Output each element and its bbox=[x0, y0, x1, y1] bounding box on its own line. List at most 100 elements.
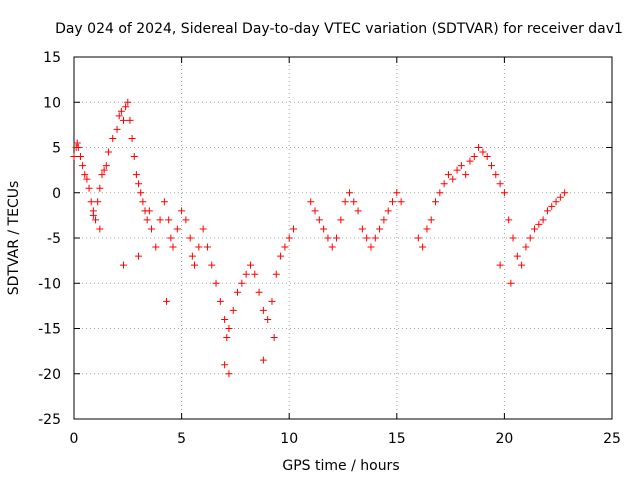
data-point bbox=[285, 234, 293, 242]
data-point bbox=[479, 148, 487, 156]
x-tick-label: 0 bbox=[70, 431, 79, 447]
data-point bbox=[539, 216, 547, 224]
data-point bbox=[277, 252, 285, 260]
data-point bbox=[500, 189, 508, 197]
data-point bbox=[388, 198, 396, 206]
data-point bbox=[229, 306, 237, 314]
data-point bbox=[475, 144, 483, 151]
data-point bbox=[251, 270, 259, 278]
data-point bbox=[290, 225, 298, 233]
data-point bbox=[548, 202, 556, 210]
data-point bbox=[167, 234, 175, 242]
data-point bbox=[74, 144, 82, 151]
data-point bbox=[531, 225, 539, 233]
data-point bbox=[281, 243, 289, 251]
data-point bbox=[178, 207, 186, 215]
data-point bbox=[522, 243, 530, 251]
data-point bbox=[89, 211, 97, 219]
data-point bbox=[264, 315, 272, 323]
data-point bbox=[135, 252, 143, 260]
data-point bbox=[363, 234, 371, 242]
data-points bbox=[70, 98, 569, 378]
data-point bbox=[221, 361, 229, 369]
data-point bbox=[358, 225, 366, 233]
data-point bbox=[246, 261, 254, 269]
data-point bbox=[188, 252, 196, 260]
data-point bbox=[182, 216, 190, 224]
data-point bbox=[132, 171, 140, 179]
data-point bbox=[509, 234, 517, 242]
data-point bbox=[163, 297, 171, 305]
data-point bbox=[270, 334, 278, 342]
data-point bbox=[272, 270, 280, 278]
data-point bbox=[137, 189, 145, 197]
data-point bbox=[115, 112, 123, 120]
data-point bbox=[492, 171, 500, 179]
data-point bbox=[354, 207, 362, 215]
axis-tick-labels: 0 5 10 15 20 25 15 10 5 0 -5 -10 -15 -20 -25 bbox=[38, 50, 621, 447]
data-point bbox=[119, 116, 127, 124]
data-point bbox=[345, 189, 353, 197]
x-tick-label: 15 bbox=[388, 431, 406, 447]
y-tick-label: 5 bbox=[52, 141, 61, 157]
y-tick-label: -5 bbox=[47, 231, 61, 247]
data-point bbox=[505, 216, 513, 224]
data-point bbox=[221, 315, 229, 323]
data-point bbox=[223, 334, 231, 342]
y-tick-label: -10 bbox=[38, 276, 61, 292]
y-tick-label: 15 bbox=[43, 50, 61, 66]
data-point bbox=[397, 198, 405, 206]
y-tick-label: -15 bbox=[38, 322, 61, 338]
data-point bbox=[225, 325, 233, 332]
data-point bbox=[199, 225, 207, 233]
data-point bbox=[117, 107, 125, 115]
data-point bbox=[234, 288, 242, 296]
data-point bbox=[152, 243, 160, 251]
x-tick-label: 5 bbox=[177, 431, 186, 447]
data-point bbox=[423, 225, 431, 233]
data-point bbox=[371, 234, 379, 242]
data-point bbox=[173, 225, 181, 233]
data-point bbox=[376, 225, 384, 233]
data-point bbox=[96, 225, 104, 233]
data-point bbox=[324, 234, 332, 242]
data-point bbox=[414, 234, 422, 242]
y-tick-label: 0 bbox=[52, 186, 61, 202]
data-point bbox=[350, 198, 358, 206]
data-point bbox=[225, 370, 233, 378]
data-point bbox=[328, 243, 336, 251]
data-point bbox=[315, 216, 323, 224]
data-point bbox=[543, 207, 551, 215]
chart-title: Day 024 of 2024, Sidereal Day-to-day VTE… bbox=[55, 21, 623, 37]
data-point bbox=[513, 252, 521, 260]
data-point bbox=[139, 198, 147, 206]
data-point bbox=[100, 166, 108, 174]
data-point bbox=[496, 180, 504, 188]
data-point bbox=[432, 198, 440, 206]
data-point bbox=[94, 198, 102, 206]
data-point bbox=[341, 198, 349, 206]
x-tick-label: 10 bbox=[280, 431, 298, 447]
data-point bbox=[169, 243, 177, 251]
data-point bbox=[307, 198, 315, 206]
data-point bbox=[70, 153, 78, 161]
data-point bbox=[76, 153, 84, 161]
data-point bbox=[311, 207, 319, 215]
data-point bbox=[440, 180, 448, 188]
data-point bbox=[419, 243, 427, 251]
data-point bbox=[238, 279, 246, 287]
data-point bbox=[337, 216, 345, 224]
data-point bbox=[487, 162, 495, 170]
data-point bbox=[216, 297, 224, 305]
data-point bbox=[483, 153, 491, 161]
data-point bbox=[444, 171, 452, 179]
data-point bbox=[462, 171, 470, 179]
data-point bbox=[128, 134, 136, 142]
data-point bbox=[126, 116, 134, 124]
data-point bbox=[195, 243, 203, 251]
data-point bbox=[145, 207, 153, 215]
x-axis-label: GPS time / hours bbox=[282, 458, 399, 474]
data-point bbox=[96, 184, 104, 192]
data-point bbox=[466, 157, 474, 165]
